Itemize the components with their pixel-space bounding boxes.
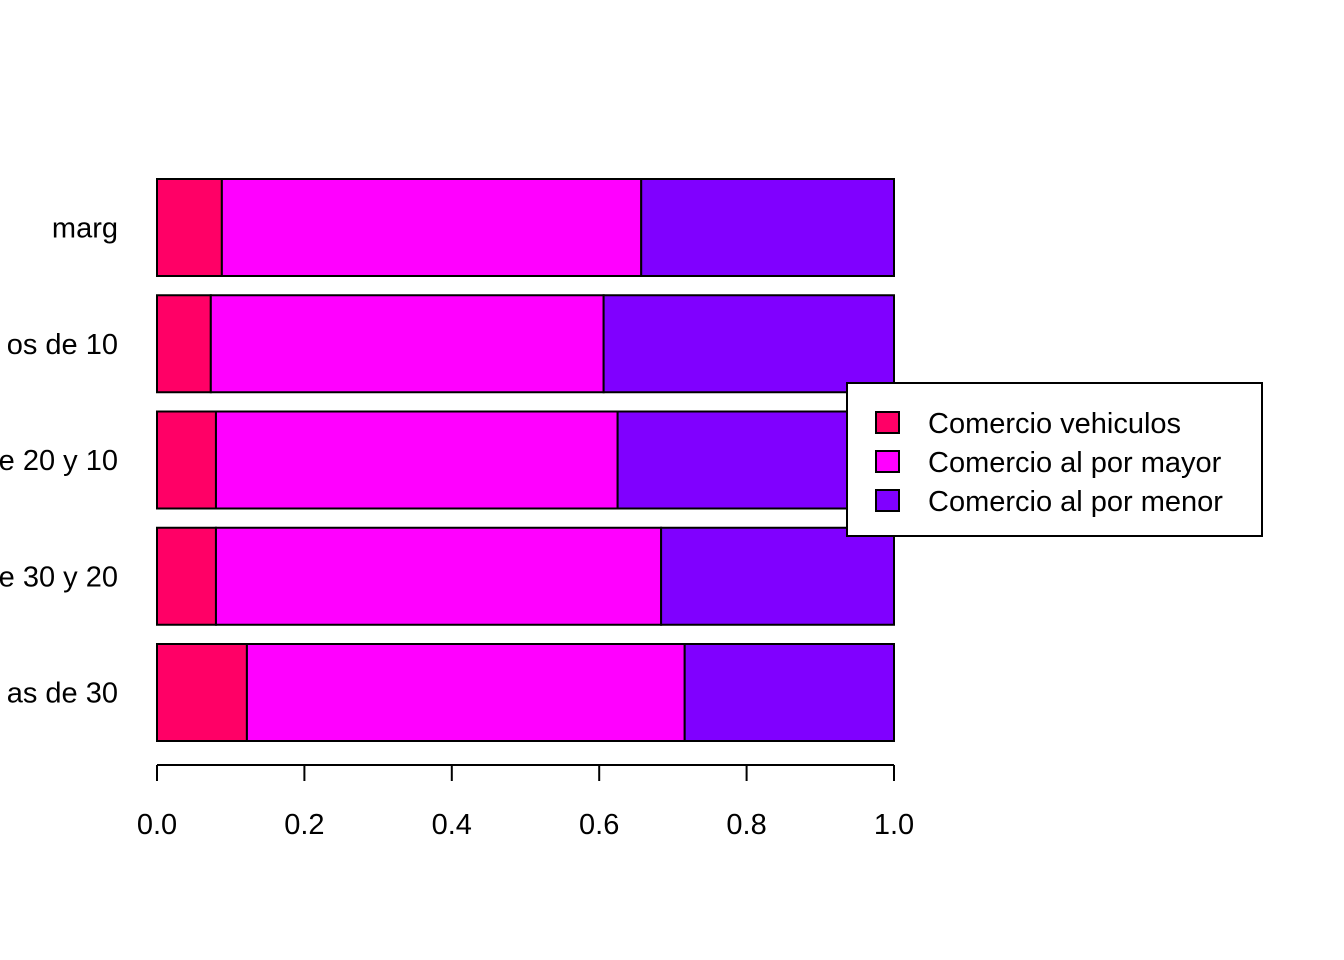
y-tick-label: e 20 y 10 [0, 445, 118, 477]
bar-segment [214, 526, 663, 626]
y-tick-label: as de 30 [7, 678, 118, 710]
legend-label: Comercio al por menor [928, 486, 1223, 518]
bar-segment [660, 526, 895, 626]
x-tick-label: 0.8 [726, 809, 766, 841]
y-tick-label: os de 10 [7, 329, 118, 361]
bar-segment [209, 294, 605, 394]
legend-label: Comercio vehiculos [928, 408, 1181, 440]
x-axis: 0.0 0.2 0.4 0.6 0.8 1.0 [137, 764, 914, 841]
bar-segment [156, 526, 217, 626]
bar-segment [156, 643, 248, 742]
bar-segment [640, 178, 895, 277]
legend-box [846, 382, 1263, 537]
bar-segment [156, 178, 223, 277]
legend-swatch [875, 411, 900, 434]
bar-segment [602, 294, 895, 394]
bar-segment [683, 643, 896, 742]
bars-group [156, 178, 896, 742]
bar-segment [156, 294, 212, 394]
x-tick-label: 0.4 [432, 809, 472, 841]
y-tick-label: e 30 y 20 [0, 561, 118, 593]
bar-segment [156, 410, 217, 510]
y-tick-label: marg [52, 213, 118, 245]
x-tick-label: 0.6 [579, 809, 619, 841]
legend-swatch [875, 489, 900, 512]
x-tick-label: 0.0 [137, 809, 177, 841]
x-tick-label: 0.2 [284, 809, 324, 841]
bar-segment [245, 643, 686, 742]
legend: Comercio vehiculos Comercio al por mayor C… [846, 382, 1263, 537]
bar-segment [214, 410, 619, 510]
legend-label: Comercio al por mayor [928, 447, 1222, 479]
x-tick-label: 1.0 [874, 809, 914, 841]
bar-segment [220, 178, 643, 277]
legend-swatch [875, 450, 900, 473]
y-axis-labels: marg os de 10 e 20 y 10 e 30 y 20 as de 30 [0, 213, 118, 710]
